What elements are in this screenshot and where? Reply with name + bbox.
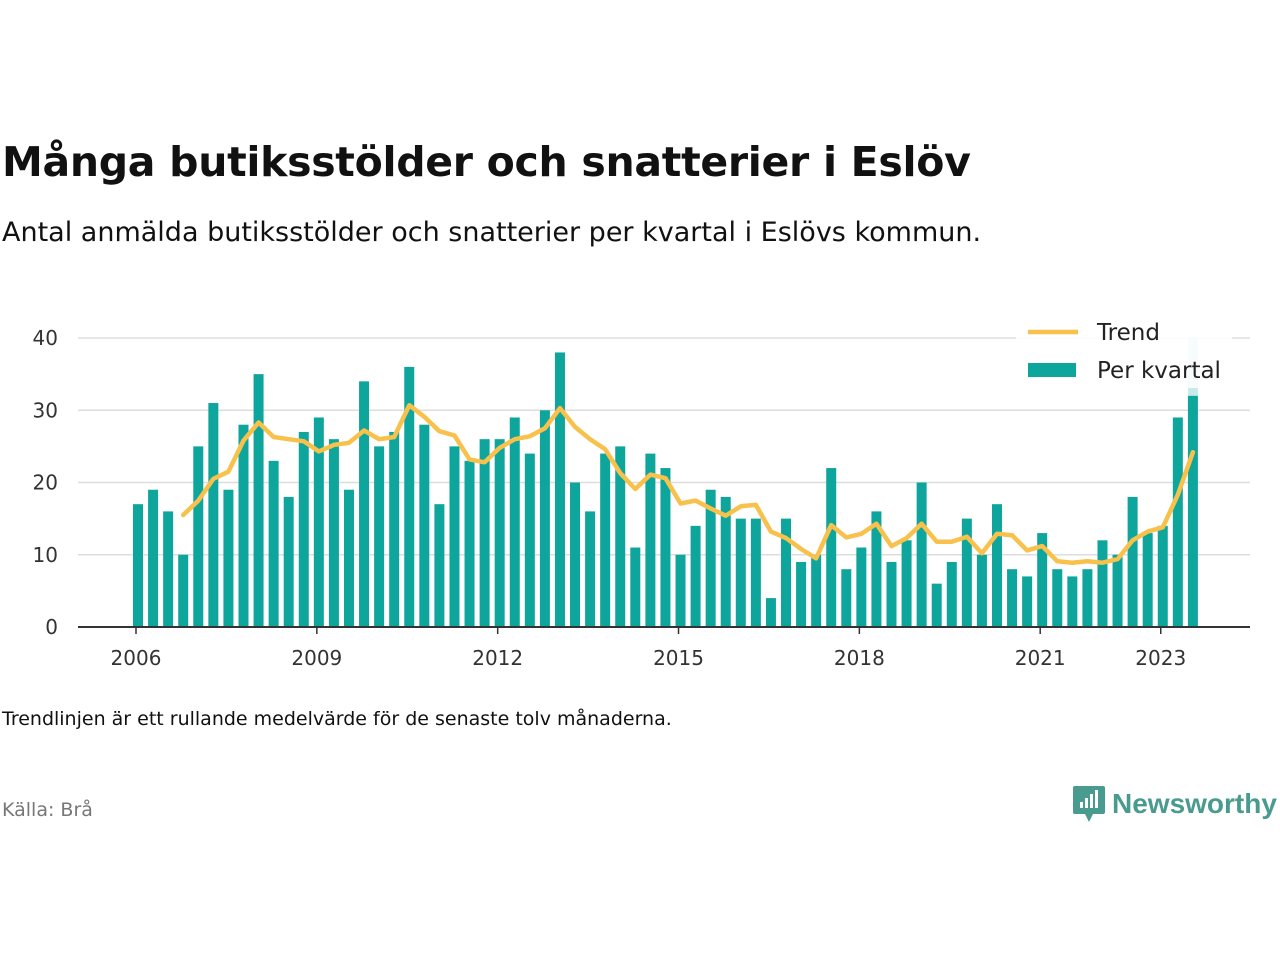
bar <box>916 482 927 627</box>
bar <box>871 511 882 627</box>
bar <box>223 489 234 627</box>
bar <box>781 518 792 627</box>
bar <box>1142 533 1153 627</box>
bar <box>1112 554 1123 627</box>
legend: Trend Per kvartal <box>1016 318 1232 388</box>
bar <box>374 446 385 627</box>
bar <box>1082 569 1093 627</box>
bar <box>389 431 400 627</box>
bar <box>494 439 505 627</box>
bar <box>946 561 957 627</box>
bar <box>268 460 279 627</box>
bar <box>660 468 671 627</box>
x-tick-label: 2021 <box>1015 646 1066 670</box>
bar <box>630 547 641 627</box>
bar <box>238 424 249 627</box>
axes: 0 10 20 30 40 2006 2009 2012 2015 2018 2021 2023 <box>33 326 1250 670</box>
bar <box>1187 395 1198 627</box>
source-label: Källa: Brå <box>2 799 93 821</box>
bar <box>570 482 581 627</box>
bar <box>464 460 475 627</box>
chart-subtitle: Antal anmälda butiksstölder och snatteri… <box>2 217 982 248</box>
bars <box>133 338 1198 627</box>
newsworthy-icon <box>1073 786 1105 822</box>
bar <box>976 554 987 627</box>
bar <box>524 453 535 627</box>
legend-bar-swatch <box>1028 363 1076 377</box>
bar <box>841 569 852 627</box>
y-tick-label: 30 <box>33 398 58 422</box>
bar <box>1172 417 1183 627</box>
brand-name: Newsworthy <box>1112 788 1277 819</box>
bar <box>404 366 415 627</box>
x-tick-label: 2023 <box>1135 646 1186 670</box>
chart-title: Många butiksstölder och snatterier i Esl… <box>2 138 971 186</box>
bar <box>1007 569 1018 627</box>
bar <box>193 446 204 627</box>
bar <box>359 381 370 627</box>
bar <box>1127 496 1138 627</box>
chart-svg: 0 10 20 30 40 2006 2009 2012 2015 2018 2021 2023 Tr… <box>33 318 1250 670</box>
y-tick-label: 40 <box>33 326 58 350</box>
bar <box>554 352 565 627</box>
bar <box>1022 576 1033 627</box>
bar <box>991 504 1002 627</box>
bar <box>961 518 972 627</box>
x-tick-label: 2006 <box>111 646 162 670</box>
bar <box>133 504 143 627</box>
bar <box>675 554 686 627</box>
bar <box>735 518 746 627</box>
x-tick-label: 2015 <box>653 646 704 670</box>
bar <box>283 496 294 627</box>
bar <box>705 489 716 627</box>
bar <box>449 446 460 627</box>
y-tick-label: 10 <box>33 543 58 567</box>
trend-line-group <box>180 402 1196 565</box>
bar <box>931 583 942 627</box>
bar <box>811 554 822 627</box>
bar <box>328 439 339 627</box>
bar <box>1037 533 1048 627</box>
bar <box>253 374 264 627</box>
y-tick-label: 0 <box>45 615 58 639</box>
bar <box>479 439 490 627</box>
bar <box>178 554 189 627</box>
bar <box>615 446 626 627</box>
bar <box>419 424 430 627</box>
legend-trend-label: Trend <box>1096 320 1160 346</box>
bar <box>796 561 807 627</box>
bar <box>690 525 701 627</box>
bar <box>585 511 596 627</box>
bar <box>720 496 731 627</box>
bar <box>509 417 520 627</box>
bar <box>600 453 611 627</box>
legend-bar-label: Per kvartal <box>1097 358 1221 384</box>
bar <box>1052 569 1063 627</box>
bar <box>1157 525 1168 627</box>
bar <box>826 468 837 627</box>
bar <box>343 489 354 627</box>
bar <box>856 547 867 627</box>
x-tick-label: 2012 <box>472 646 523 670</box>
bar <box>539 410 550 627</box>
bar <box>1097 540 1108 627</box>
bar <box>750 518 761 627</box>
bar <box>765 598 776 627</box>
bar <box>148 489 159 627</box>
x-tick-label: 2009 <box>291 646 342 670</box>
x-tick-label: 2018 <box>834 646 885 670</box>
bar <box>208 403 219 627</box>
bar <box>901 540 912 627</box>
bar <box>163 511 174 627</box>
chart-footnote: Trendlinjen är ett rullande medelvärde f… <box>2 708 672 730</box>
bar <box>313 417 324 627</box>
bar <box>1067 576 1078 627</box>
bar <box>298 431 309 627</box>
brand-logo[interactable]: Newsworthy <box>1072 784 1277 824</box>
y-tick-label: 20 <box>33 471 58 495</box>
trend-line <box>180 402 1196 565</box>
bar <box>434 504 445 627</box>
bar <box>645 453 656 627</box>
bar <box>886 561 897 627</box>
